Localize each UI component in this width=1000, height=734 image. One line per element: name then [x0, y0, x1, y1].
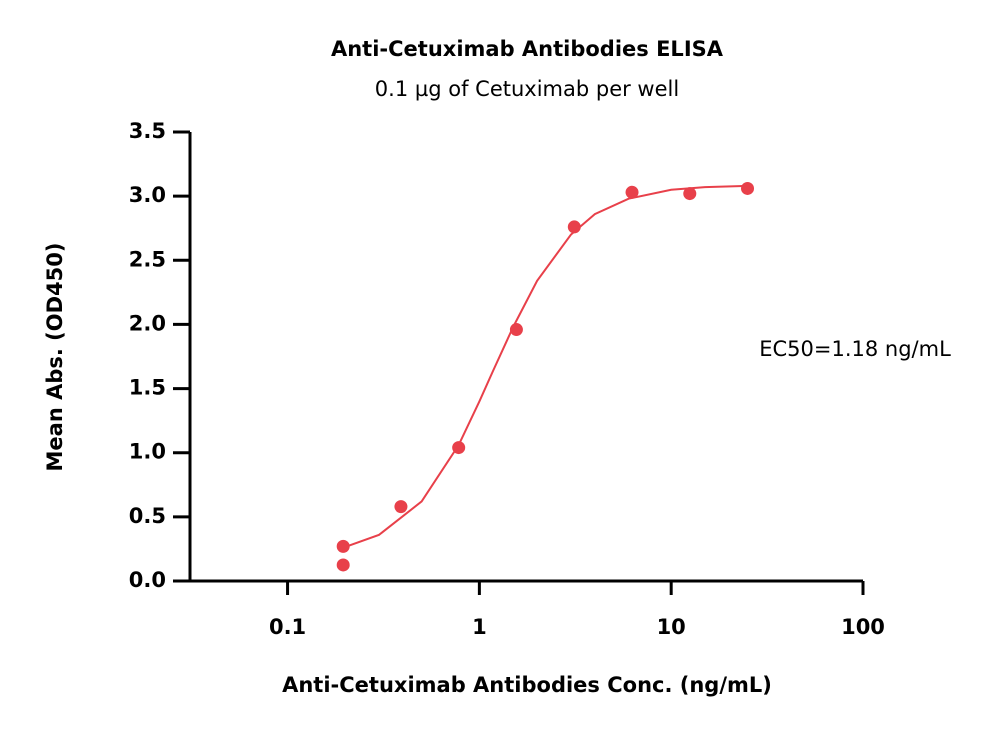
y-tick-label: 0.0 [129, 568, 166, 592]
data-point [741, 181, 755, 195]
data-point [625, 185, 639, 199]
y-tick-label: 1.5 [129, 376, 166, 400]
x-tick-label: 10 [657, 615, 686, 639]
y-tick-label: 3.0 [129, 183, 166, 207]
x-tick-label: 1 [472, 615, 487, 639]
x-tick-label: 0.1 [269, 615, 306, 639]
chart-subtitle: 0.1 µg of Cetuximab per well [375, 77, 679, 101]
x-tick-label: 100 [841, 615, 885, 639]
y-axis-label: Mean Abs. (OD450) [43, 243, 67, 472]
y-tick-label: 2.5 [129, 247, 166, 271]
data-point [336, 558, 350, 572]
y-tick-label: 2.0 [129, 311, 166, 335]
data-point [394, 500, 408, 514]
fit-curve [342, 184, 748, 549]
data-point [683, 187, 697, 201]
y-tick-label: 0.5 [129, 504, 166, 528]
y-tick-label: 1.0 [129, 440, 166, 464]
data-point [336, 539, 350, 553]
chart-title: Anti-Cetuximab Antibodies ELISA [331, 37, 724, 61]
y-tick-label: 3.5 [129, 119, 166, 143]
annotation: EC50=1.18 ng/mL [759, 337, 951, 361]
x-axis-label: Anti-Cetuximab Antibodies Conc. (ng/mL) [282, 673, 772, 697]
